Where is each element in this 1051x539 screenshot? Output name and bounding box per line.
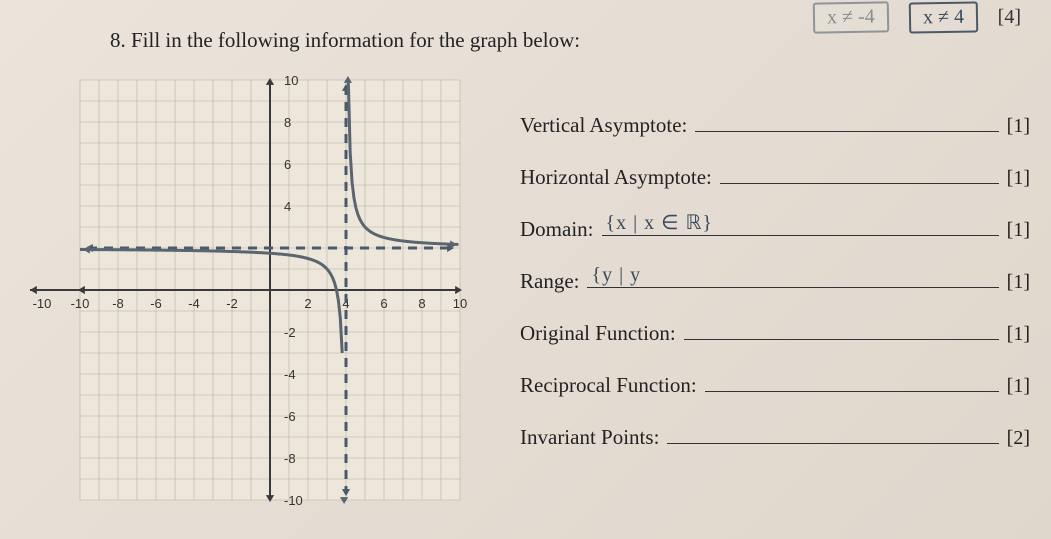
svg-text:-2: -2 bbox=[226, 296, 238, 311]
handwritten-answer: {x | x ∈ ℝ} bbox=[606, 210, 713, 235]
answer-blank[interactable] bbox=[720, 162, 999, 184]
svg-text:8: 8 bbox=[418, 296, 425, 311]
answer-label: Range: bbox=[520, 269, 579, 294]
answer-row: Domain: {x | x ∈ ℝ} [1] bbox=[520, 214, 1030, 242]
svg-text:-10: -10 bbox=[71, 296, 90, 311]
answer-points: [1] bbox=[1007, 271, 1030, 294]
svg-text:4: 4 bbox=[284, 199, 291, 214]
svg-text:6: 6 bbox=[380, 296, 387, 311]
svg-text:10: 10 bbox=[453, 296, 467, 311]
handwritten-answer-1: x ≠ -4 bbox=[813, 1, 889, 33]
answer-points: [1] bbox=[1007, 219, 1030, 242]
answer-points: [1] bbox=[1007, 375, 1030, 398]
answer-row: Reciprocal Function: [1] bbox=[520, 370, 1030, 398]
svg-text:-10: -10 bbox=[33, 296, 52, 311]
svg-text:-8: -8 bbox=[112, 296, 124, 311]
answer-label: Invariant Points: bbox=[520, 425, 659, 450]
graph-area: -10-8-6-4-2246810-10-8-6-4-246810-10 bbox=[20, 70, 480, 520]
answer-points: [1] bbox=[1007, 323, 1030, 346]
svg-text:-6: -6 bbox=[150, 296, 162, 311]
answer-points: [1] bbox=[1007, 115, 1030, 138]
answer-row: Original Function: [1] bbox=[520, 318, 1030, 346]
answer-blank[interactable] bbox=[705, 370, 999, 392]
answer-label: Reciprocal Function: bbox=[520, 373, 697, 398]
svg-text:-10: -10 bbox=[284, 493, 303, 508]
svg-text:-6: -6 bbox=[284, 409, 296, 424]
answer-row: Range: {y | y [1] bbox=[520, 266, 1030, 294]
answer-label: Horizontal Asymptote: bbox=[520, 165, 712, 190]
question-prompt: 8. Fill in the following information for… bbox=[110, 28, 580, 53]
answer-label: Domain: bbox=[520, 217, 594, 242]
question-number: 8. bbox=[110, 28, 126, 52]
answer-row: Vertical Asymptote: [1] bbox=[520, 110, 1030, 138]
answer-points: [2] bbox=[1007, 427, 1030, 450]
svg-text:10: 10 bbox=[284, 73, 298, 88]
handwritten-answer-2: x ≠ 4 bbox=[908, 1, 978, 33]
points-top: [4] bbox=[998, 6, 1021, 29]
answer-blank[interactable] bbox=[667, 422, 998, 444]
answer-blank[interactable]: {y | y bbox=[587, 266, 998, 288]
svg-text:-4: -4 bbox=[284, 367, 296, 382]
question-text: Fill in the following information for th… bbox=[131, 28, 580, 52]
answer-label: Original Function: bbox=[520, 321, 676, 346]
handwritten-answer: {y | y bbox=[591, 264, 641, 287]
top-annotations: x ≠ -4 x ≠ 4 [4] bbox=[813, 2, 1021, 33]
svg-text:-4: -4 bbox=[188, 296, 200, 311]
answers-list: Vertical Asymptote:[1]Horizontal Asympto… bbox=[520, 110, 1030, 474]
answer-blank[interactable]: {x | x ∈ ℝ} bbox=[602, 214, 999, 236]
svg-text:-8: -8 bbox=[284, 451, 296, 466]
answer-row: Horizontal Asymptote: [1] bbox=[520, 162, 1030, 190]
svg-text:8: 8 bbox=[284, 115, 291, 130]
svg-text:-2: -2 bbox=[284, 325, 296, 340]
svg-text:2: 2 bbox=[304, 296, 311, 311]
answer-blank[interactable] bbox=[684, 318, 999, 340]
answer-label: Vertical Asymptote: bbox=[520, 113, 687, 138]
svg-text:6: 6 bbox=[284, 157, 291, 172]
answer-points: [1] bbox=[1007, 167, 1030, 190]
answer-blank[interactable] bbox=[695, 110, 998, 132]
answer-row: Invariant Points: [2] bbox=[520, 422, 1030, 450]
graph-svg: -10-8-6-4-2246810-10-8-6-4-246810-10 bbox=[20, 70, 480, 520]
